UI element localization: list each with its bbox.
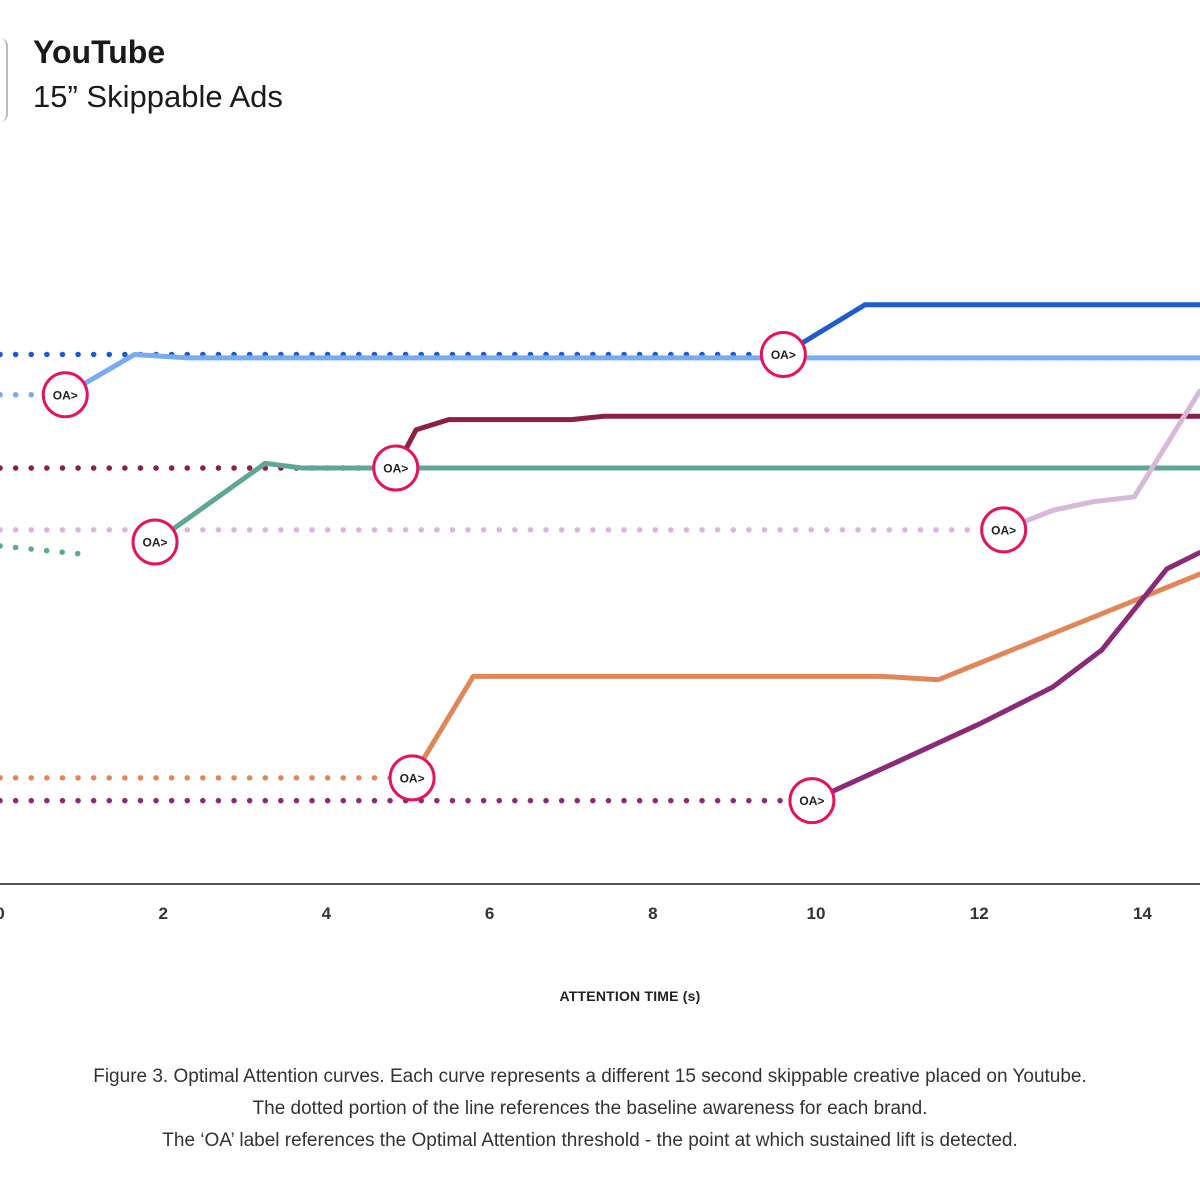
x-tick-label: 4 xyxy=(322,904,332,923)
oa-marker-label: OA> xyxy=(991,523,1016,537)
oa-marker-label: OA> xyxy=(771,348,796,362)
oa-marker-series-7: OA> xyxy=(788,777,836,825)
oa-marker-label: OA> xyxy=(143,535,168,549)
oa-marker-series-2: OA> xyxy=(41,371,89,419)
x-tick-label: 10 xyxy=(807,904,826,923)
curve-series-4 xyxy=(152,460,1200,545)
caption-line-2: The dotted portion of the line reference… xyxy=(252,1098,928,1119)
x-tick-label: 12 xyxy=(970,904,989,923)
x-tick-label: 2 xyxy=(158,904,167,923)
oa-marker-label: OA> xyxy=(799,794,824,808)
x-axis-label: ATTENTION TIME (s) xyxy=(559,988,701,1004)
oa-marker-ring xyxy=(388,754,436,802)
oa-marker-label: OA> xyxy=(53,388,78,402)
caption-line-3: The ‘OA’ label references the Optimal At… xyxy=(162,1130,1018,1151)
oa-marker-series-5: OA> xyxy=(980,506,1028,554)
curve-series-6 xyxy=(409,571,1200,781)
header-bracket-decoration xyxy=(0,38,8,122)
oa-marker-series-4: OA> xyxy=(131,518,179,566)
oa-marker-series-1: OA> xyxy=(759,330,807,378)
curve-series-5 xyxy=(1001,388,1200,533)
oa-marker-ring xyxy=(372,444,420,492)
curve-series-2 xyxy=(62,351,1200,398)
x-tick-label: 14 xyxy=(1133,904,1152,923)
oa-marker-ring xyxy=(759,330,807,378)
curve-series-3 xyxy=(393,413,1200,471)
oa-marker-ring xyxy=(980,506,1028,554)
oa-marker-series-6: OA> xyxy=(388,754,436,802)
oa-marker-series-3: OA> xyxy=(372,444,420,492)
oa-marker-label: OA> xyxy=(400,771,425,785)
curve-series-1 xyxy=(780,302,1200,357)
oa-marker-label: OA> xyxy=(383,462,408,476)
baseline-series-4 xyxy=(0,543,85,557)
oa-marker-ring xyxy=(788,777,836,825)
chart-title: YouTube xyxy=(33,34,166,70)
x-tick-label: 0 xyxy=(0,904,5,923)
oa-marker-ring xyxy=(131,518,179,566)
attention-curves xyxy=(62,302,1200,804)
chart-subtitle: 15” Skippable Ads xyxy=(33,79,283,114)
x-tick-label: 6 xyxy=(485,904,494,923)
oa-markers: OA> OA> OA> OA> OA> OA> OA> xyxy=(41,330,1028,825)
oa-marker-ring xyxy=(41,371,89,419)
caption-line-1: Figure 3. Optimal Attention curves. Each… xyxy=(93,1066,1087,1087)
curve-series-7 xyxy=(809,550,1200,804)
x-axis-ticks: 0 2 4 6 8 10 12 14 xyxy=(0,904,1152,923)
x-tick-label: 8 xyxy=(648,904,657,923)
